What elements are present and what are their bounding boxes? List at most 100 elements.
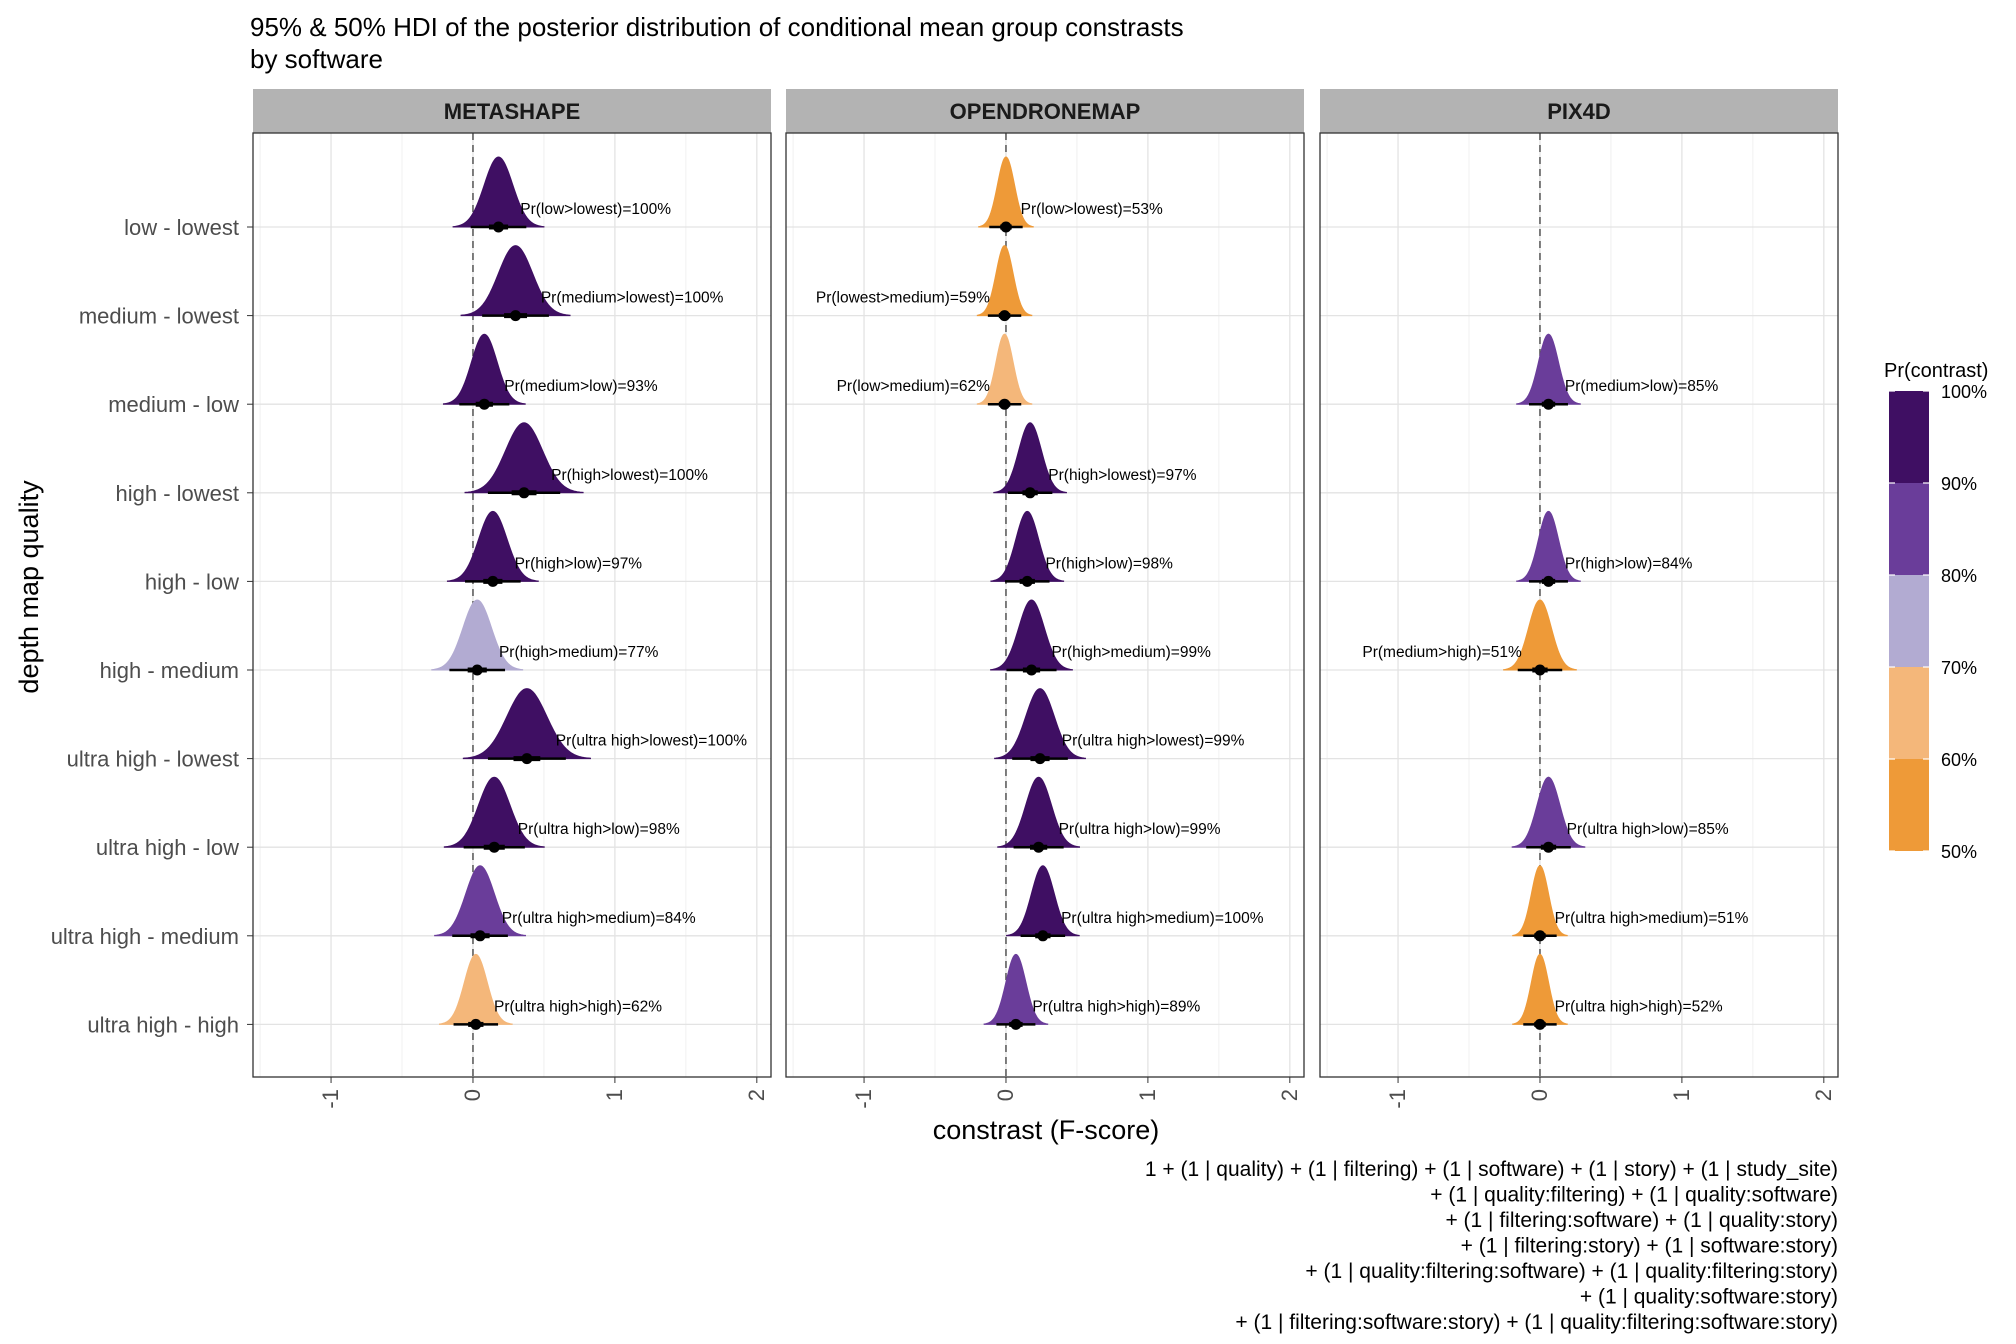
y-axis-title: depth map quality [14,480,44,694]
density-shape [990,599,1073,671]
legend-color-60 [1889,667,1929,759]
density-medium-low: Pr(medium>low)=93% [442,333,658,410]
probability-label: Pr(medium>low)=93% [504,378,658,395]
facet-strip-label: METASHAPE [444,99,581,124]
density-medium-lowest: Pr(medium>lowest)=100% [460,245,724,322]
density-high-low: Pr(high>low)=84% [1516,510,1693,587]
probability-label: Pr(high>low)=97% [515,555,643,572]
panel-pix4d: PIX4D Pr(medium>low)=85% Pr(high>low)=84% P… [1319,89,1839,1109]
y-tick-label-high-medium: high - medium [100,658,239,683]
density-shape [462,688,591,760]
density-shape [434,865,526,937]
density-ultra-high-medium: Pr(ultra high>medium)=100% [1006,865,1264,942]
legend-color-70 [1889,575,1929,667]
density-ultra-high-high: Pr(ultra high>high)=52% [1512,953,1723,1030]
x-tick-label: 2 [1277,1089,1302,1101]
y-tick-label-high-lowest: high - lowest [115,481,239,506]
legend-title: Pr(contrast) [1884,360,1988,382]
legend-label-80: 80% [1941,566,1977,586]
panel-metashape: METASHAPE Pr(low>lowest)=100% Pr(medium>lo… [252,89,772,1109]
probability-label: Pr(medium>high)=51% [1362,644,1522,661]
probability-label: Pr(lowest>medium)=59% [816,290,990,307]
legend-color-90 [1889,391,1929,483]
density-shape [994,688,1086,760]
facet-strip-label: PIX4D [1547,99,1611,124]
density-shape [978,156,1034,228]
median-point [999,310,1011,322]
probability-label: Pr(low>lowest)=53% [1021,201,1163,218]
probability-label: Pr(ultra high>low)=85% [1567,821,1729,838]
facet-strip-opendronemap [786,89,1304,133]
facet-panels: METASHAPE Pr(low>lowest)=100% Pr(medium>lo… [252,89,1839,1109]
y-tick-label-ultra-high-high: ultra high - high [87,1012,239,1037]
probability-label: Pr(high>lowest)=97% [1048,467,1196,484]
probability-label: Pr(ultra high>lowest)=100% [556,733,747,750]
probability-label: Pr(ultra high>medium)=100% [1061,910,1264,927]
density-shape [431,599,524,671]
legend-label-70: 70% [1941,658,1977,678]
x-tick-label: -1 [1385,1089,1410,1109]
density-shape [442,333,526,405]
probability-label: Pr(high>medium)=77% [499,644,659,661]
density-shape [1516,333,1581,405]
panel-background [1320,133,1838,1077]
density-ultra-high-medium: Pr(ultra high>medium)=84% [434,865,696,942]
density-high-medium: Pr(medium>high)=51% [1362,599,1577,676]
median-point [493,221,505,233]
density-shape [993,422,1067,494]
x-tick-label: 1 [1135,1089,1160,1101]
density-high-lowest: Pr(high>lowest)=100% [464,422,708,499]
probability-label: Pr(ultra high>medium)=84% [502,910,696,927]
panel-border [785,132,1305,1078]
x-tick-label: 0 [993,1089,1018,1101]
probability-label: Pr(low>medium)=62% [837,378,991,395]
density-high-low: Pr(high>low)=98% [990,510,1173,587]
probability-label: Pr(low>lowest)=100% [520,201,671,218]
x-axis-title: constrast (F-score) [933,1115,1160,1145]
y-tick-label-medium-lowest: medium - lowest [79,304,239,329]
median-point [474,930,486,942]
median-point [521,753,533,765]
density-ultra-high-lowest: Pr(ultra high>lowest)=99% [994,688,1245,765]
probability-label: Pr(high>low)=98% [1045,555,1173,572]
caption-line: + (1 | filtering:software:story) + (1 | … [1235,1311,1838,1334]
caption-line: + (1 | quality:software:story) [1580,1286,1838,1309]
panel-border [1319,132,1839,1078]
legend-label-50: 50% [1941,842,1977,862]
density-low-lowest: Pr(low>lowest)=53% [978,156,1163,233]
median-point [1024,487,1036,499]
legend-color-80 [1889,483,1929,575]
median-point [1542,575,1554,587]
probability-label: Pr(medium>lowest)=100% [541,290,724,307]
median-point [1037,930,1049,942]
median-point [1542,841,1554,853]
density-shape [997,776,1080,848]
density-medium-low: Pr(low>medium)=62% [837,333,1033,410]
x-tick-label: 0 [1527,1089,1552,1101]
probability-label: Pr(ultra high>lowest)=99% [1062,733,1245,750]
x-tick-label: -1 [318,1089,343,1109]
facet-strip-label: OPENDRONEMAP [950,99,1141,124]
chart-subtitle: by software [250,44,383,74]
median-point [478,398,490,410]
x-tick-label: 2 [1811,1089,1836,1101]
density-shape [1512,865,1568,937]
probability-label: Pr(medium>low)=85% [1565,378,1719,395]
legend-label-100: 100% [1941,382,1987,402]
density-shape [443,776,545,848]
median-point [999,398,1011,410]
x-tick-label: 2 [744,1089,769,1101]
median-point [1033,841,1045,853]
probability-label: Pr(ultra high>high)=52% [1555,998,1723,1015]
density-shape [460,245,571,317]
probability-label: Pr(ultra high>low)=98% [518,821,680,838]
density-high-lowest: Pr(high>lowest)=97% [993,422,1197,499]
density-shape [976,245,1033,317]
legend-label-90: 90% [1941,474,1977,494]
x-tick-label: 1 [602,1089,627,1101]
density-shape [1006,865,1080,937]
facet-strip-pix4d [1320,89,1838,133]
caption-line: + (1 | filtering:story) + (1 | software:… [1461,1235,1838,1258]
probability-label: Pr(ultra high>high)=89% [1032,998,1200,1015]
